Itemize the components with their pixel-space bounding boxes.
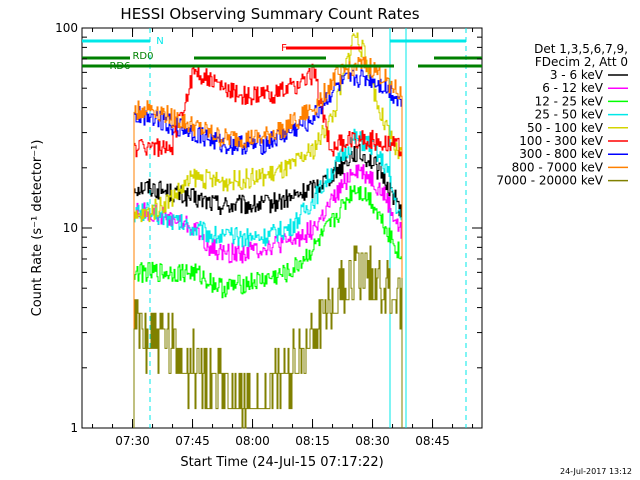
legend: Det 1,3,5,6,7,9, FDecim 2, Att 0 3 - 6 k… bbox=[496, 42, 628, 188]
x-tick-label: 08:15 bbox=[295, 434, 330, 448]
flag-label: RD0 bbox=[132, 51, 153, 62]
series-line bbox=[133, 69, 403, 428]
series-line bbox=[133, 185, 403, 428]
x-axis-label: Start Time (24-Jul-15 07:17:22) bbox=[180, 455, 383, 470]
x-tick-label: 07:45 bbox=[175, 434, 210, 448]
legend-title-line-1: Det 1,3,5,6,7,9, bbox=[534, 42, 628, 56]
legend-label: 3 - 6 keV bbox=[550, 68, 604, 82]
x-tick-label: 07:30 bbox=[115, 434, 150, 448]
x-axis: 07:30 07:45 08:00 08:15 08:30 08:45 bbox=[92, 28, 474, 448]
y-axis: 1 10 100 bbox=[55, 21, 482, 435]
x-tick-label: 08:30 bbox=[355, 434, 390, 448]
y-axis-label: Count Rate (s⁻¹ detector⁻¹) bbox=[30, 140, 45, 317]
legend-label: 300 - 800 keV bbox=[519, 147, 603, 161]
y-tick-label: 10 bbox=[63, 221, 78, 235]
flag-label: N bbox=[156, 36, 163, 47]
y-tick-label: 1 bbox=[70, 421, 78, 435]
x-tick-label: 08:45 bbox=[415, 434, 450, 448]
y-tick-label: 100 bbox=[55, 21, 78, 35]
series-line bbox=[133, 245, 403, 429]
flag-label: F bbox=[281, 43, 287, 54]
series-line bbox=[133, 56, 403, 428]
legend-label: 100 - 300 keV bbox=[519, 134, 603, 148]
series-line bbox=[133, 32, 403, 428]
legend-title-line-2: FDecim 2, Att 0 bbox=[535, 55, 628, 69]
legend-label: 7000 - 20000 keV bbox=[496, 174, 603, 188]
series-line bbox=[133, 164, 403, 428]
legend-label: 800 - 7000 keV bbox=[512, 160, 604, 174]
flag-label: RD6 bbox=[109, 61, 130, 72]
footer-timestamp: 24-Jul-2017 13:12 bbox=[560, 467, 632, 476]
series-lines bbox=[133, 32, 403, 429]
legend-label: 50 - 100 keV bbox=[527, 121, 604, 135]
chart-title: HESSI Observing Summary Count Rates bbox=[120, 5, 419, 23]
x-tick-label: 08:00 bbox=[235, 434, 270, 448]
series-line bbox=[133, 143, 403, 428]
legend-label: 12 - 25 keV bbox=[535, 94, 604, 108]
series-line bbox=[133, 128, 403, 428]
legend-label: 6 - 12 keV bbox=[542, 81, 604, 95]
legend-label: 25 - 50 keV bbox=[535, 108, 604, 122]
